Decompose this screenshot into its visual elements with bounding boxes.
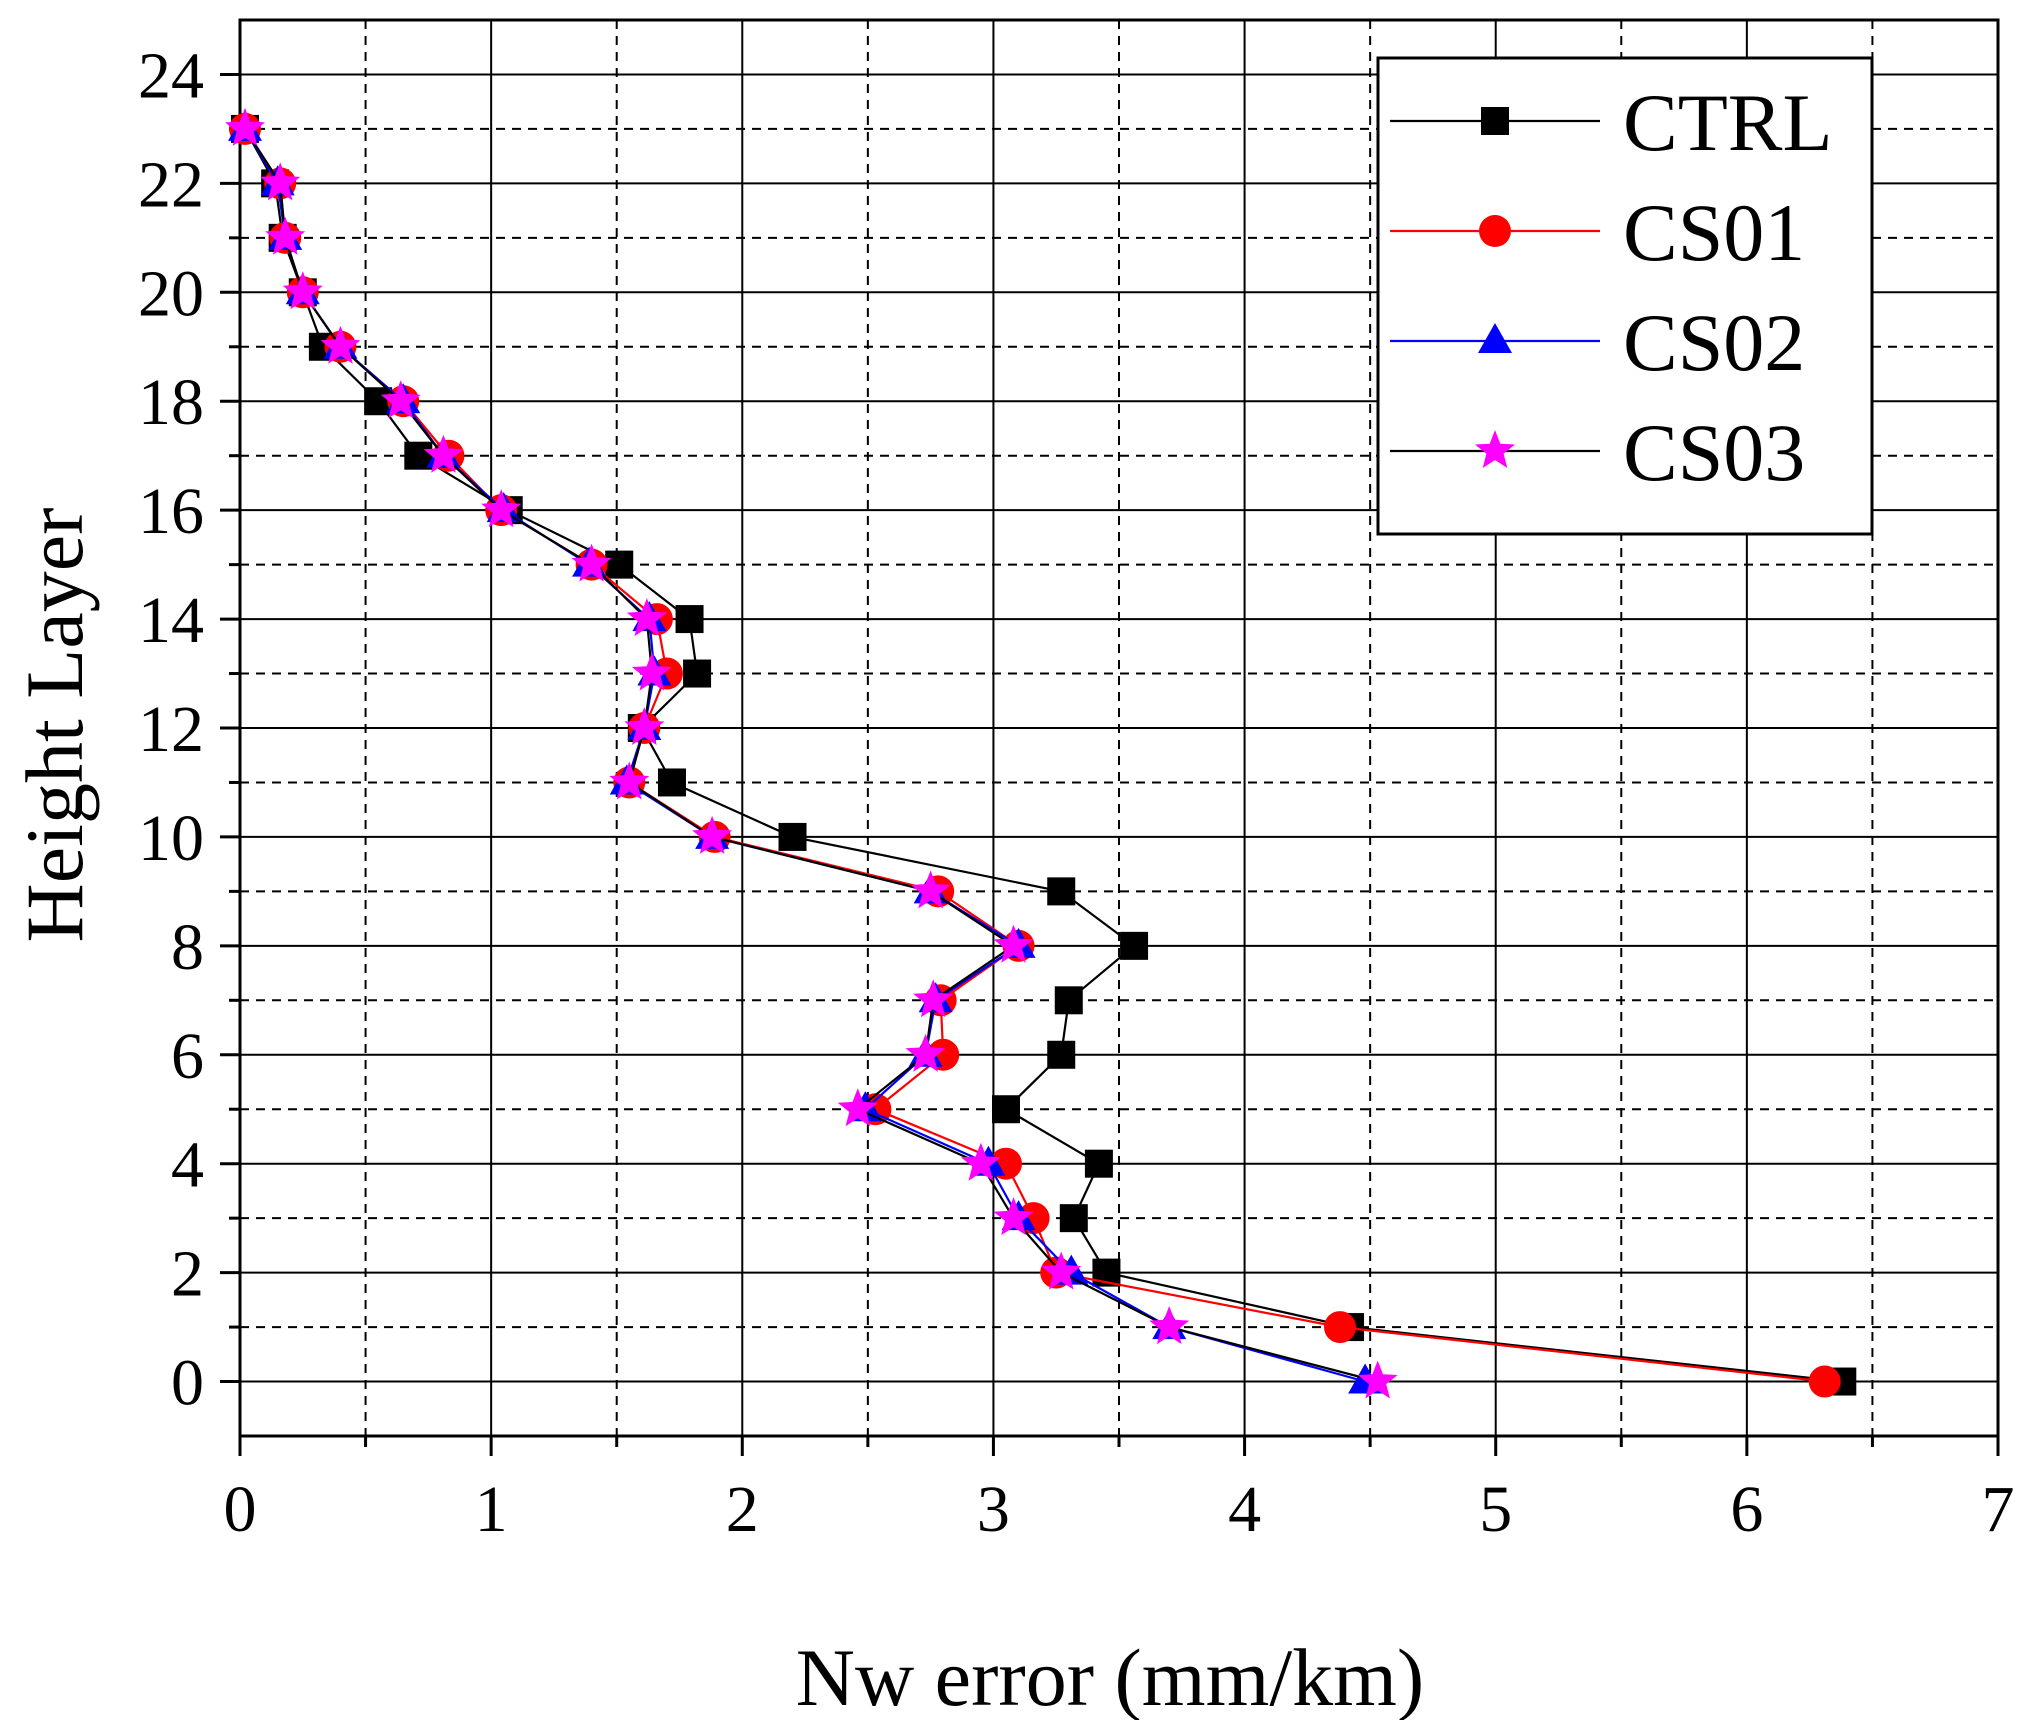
y-tick-label: 22 <box>138 148 204 221</box>
series-line-cs03 <box>244 128 1378 1383</box>
grid <box>240 20 1998 1436</box>
x-tick-label: 2 <box>726 1473 759 1546</box>
plot-series <box>225 107 1857 1399</box>
data-point-cs01 <box>1324 1311 1357 1344</box>
data-point-cs03 <box>282 271 323 310</box>
data-point-cs03 <box>1041 1251 1082 1290</box>
y-tick-label: 8 <box>171 911 204 984</box>
data-point-cs03 <box>320 325 361 364</box>
series-cs02 <box>228 110 1383 1394</box>
data-point-ctrl <box>683 659 712 688</box>
legend-label-ctrl: CTRL <box>1623 77 1833 168</box>
data-point-cs03 <box>1149 1306 1190 1345</box>
legend-label-cs02: CS02 <box>1623 297 1805 388</box>
y-tick-label: 18 <box>138 366 204 439</box>
data-point-cs03 <box>481 489 522 528</box>
legend-item-cs02: CS02 <box>1390 297 1805 388</box>
legend-marker-cs03 <box>1475 430 1515 468</box>
data-point-cs03 <box>993 1197 1034 1236</box>
data-point-cs03 <box>609 761 650 800</box>
x-tick-label: 7 <box>1982 1473 2015 1546</box>
x-axis-title: Nw error (mm/km) <box>796 1632 1425 1720</box>
data-point-cs03 <box>624 707 665 745</box>
data-point-cs03 <box>993 924 1034 963</box>
data-point-ctrl <box>1084 1149 1113 1178</box>
y-tick-label: 0 <box>171 1347 204 1420</box>
y-tick-label: 10 <box>138 802 204 875</box>
x-tick-label: 6 <box>1730 1473 1763 1546</box>
data-point-ctrl <box>991 1095 1020 1124</box>
x-tick-label: 0 <box>224 1473 257 1546</box>
data-point-ctrl <box>1120 931 1149 960</box>
data-point-cs03 <box>905 1033 946 1072</box>
data-point-ctrl <box>1059 1204 1088 1233</box>
y-tick-label: 20 <box>138 257 204 330</box>
data-point-cs03 <box>837 1088 878 1127</box>
data-point-cs03 <box>571 543 612 582</box>
legend-marker-cs02 <box>1478 323 1512 353</box>
x-tick-label: 3 <box>977 1473 1010 1546</box>
y-tick-label: 4 <box>171 1129 204 1202</box>
series-line-cs02 <box>244 128 1366 1383</box>
data-point-cs03 <box>225 107 265 146</box>
data-point-cs03 <box>692 815 733 854</box>
legend-item-cs03: CS03 <box>1390 407 1805 498</box>
y-tick-label: 12 <box>138 693 204 766</box>
data-point-ctrl <box>605 550 634 579</box>
legend-label-cs03: CS03 <box>1623 407 1805 498</box>
data-point-ctrl <box>657 768 686 797</box>
data-point-ctrl <box>1054 986 1083 1015</box>
data-point-ctrl <box>778 822 807 851</box>
data-point-ctrl <box>1047 877 1076 906</box>
x-tick-label: 4 <box>1228 1473 1261 1546</box>
legend-item-ctrl: CTRL <box>1390 77 1833 168</box>
data-point-cs03 <box>1357 1360 1398 1399</box>
data-point-cs03 <box>260 162 301 201</box>
data-point-ctrl <box>404 441 433 470</box>
x-tick-label: 5 <box>1479 1473 1512 1546</box>
y-tick-label: 16 <box>138 475 204 548</box>
legend: CTRL CS01 CS02 CS03 <box>1376 56 1874 536</box>
data-point-ctrl <box>1047 1040 1076 1069</box>
y-tick-label: 2 <box>171 1238 204 1311</box>
legend-label-cs01: CS01 <box>1623 187 1805 278</box>
data-point-ctrl <box>675 605 704 634</box>
y-axis-title: Height Layer <box>9 508 100 943</box>
y-tick-label: 6 <box>171 1020 204 1093</box>
series-cs03 <box>225 107 1398 1399</box>
x-tick-label: 1 <box>475 1473 508 1546</box>
data-point-cs03 <box>380 380 421 419</box>
data-point-cs03 <box>265 216 306 255</box>
y-tick-label: 24 <box>138 39 204 112</box>
data-point-cs03 <box>423 434 464 473</box>
data-point-cs01 <box>1808 1365 1841 1398</box>
data-point-cs03 <box>910 870 951 909</box>
legend-marker-ctrl <box>1481 107 1509 135</box>
data-point-cs03 <box>960 1142 1001 1181</box>
legend-box <box>1376 56 1874 536</box>
data-point-cs03 <box>913 979 954 1018</box>
legend-marker-cs01 <box>1479 215 1511 247</box>
y-tick-label: 14 <box>138 584 204 657</box>
data-point-cs03 <box>631 652 672 691</box>
data-point-cs03 <box>626 598 667 637</box>
legend-item-cs01: CS01 <box>1390 187 1805 278</box>
